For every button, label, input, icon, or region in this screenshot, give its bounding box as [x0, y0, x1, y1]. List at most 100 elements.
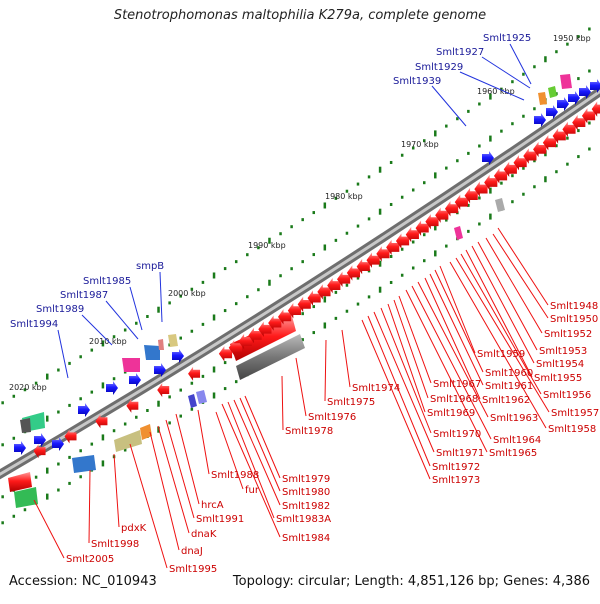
genome-summary-text: Topology: circular; Length: 4,851,126 bp…	[232, 574, 590, 589]
gene-label-inner[interactable]: Smlt1950	[550, 314, 598, 325]
gene-label-inner[interactable]: Smlt1978	[285, 426, 333, 437]
pseudo-gene[interactable]	[20, 418, 31, 433]
scale-tick	[389, 280, 393, 284]
gene-label-inner[interactable]: Smlt1979	[282, 474, 330, 485]
gene-label-outer[interactable]: smpB	[136, 261, 164, 272]
misc-feature[interactable]	[188, 394, 197, 408]
scale-tick	[79, 449, 82, 453]
misc-feature[interactable]	[560, 74, 572, 89]
misc-feature[interactable]	[140, 424, 152, 440]
gene-label-inner[interactable]: Smlt1953	[539, 346, 587, 357]
scale-tick	[345, 189, 349, 193]
label-leader	[281, 375, 284, 431]
scale-tick	[179, 414, 182, 418]
forward-gene	[534, 113, 546, 127]
gene-label-inner[interactable]: Smlt1974	[352, 383, 400, 394]
scale-tick	[157, 400, 160, 407]
misc-feature[interactable]	[144, 345, 160, 360]
gene-label-inner[interactable]: Smlt1960	[485, 368, 533, 379]
gene-label-inner[interactable]: Smlt1971	[436, 448, 484, 459]
scale-tick	[57, 410, 60, 414]
scale-tick	[223, 309, 227, 313]
gene-label-inner[interactable]: dnaJ	[181, 546, 203, 557]
gene-label-inner[interactable]: Smlt1983A	[276, 514, 331, 525]
reverse-gene	[591, 101, 600, 117]
misc-feature[interactable]	[72, 455, 96, 473]
gene-label-inner[interactable]: Smlt1959	[477, 349, 525, 360]
label-leader	[429, 273, 484, 386]
gene-label-inner[interactable]: Smlt2005	[66, 554, 114, 565]
gene-label-inner[interactable]: Smlt1973	[432, 475, 480, 486]
gene-label-inner[interactable]: Smlt1988	[211, 470, 259, 481]
reverse-gene	[356, 258, 370, 275]
misc-feature[interactable]	[495, 198, 505, 212]
gene-label-inner[interactable]: Smlt1998	[91, 539, 139, 550]
pseudo-gene[interactable]	[236, 334, 305, 380]
gene-label-inner[interactable]: dnaK	[191, 529, 217, 540]
gene-label-inner[interactable]: Smlt1954	[536, 359, 584, 370]
gene-label-inner[interactable]: Smlt1965	[489, 448, 537, 459]
misc-feature[interactable]	[548, 86, 557, 98]
label-leader	[481, 56, 531, 89]
gene-label-inner[interactable]: Smlt1991	[196, 514, 244, 525]
scale-tick	[334, 196, 338, 200]
gene-label-inner[interactable]: Smlt1995	[169, 564, 217, 575]
gene-label-inner[interactable]: Smlt1969	[427, 408, 475, 419]
gene-label-inner[interactable]: fur	[245, 485, 260, 496]
misc-feature[interactable]	[168, 334, 178, 347]
gene-label-inner[interactable]: Smlt1968	[430, 394, 478, 405]
gene-label-inner[interactable]: Smlt1962	[482, 395, 530, 406]
scale-tick	[334, 238, 338, 242]
gene-label-inner[interactable]: Smlt1958	[548, 424, 596, 435]
gene-label-inner[interactable]: Smlt1980	[282, 487, 330, 498]
gene-label-inner[interactable]: Smlt1984	[282, 533, 330, 544]
label-leader	[341, 329, 351, 388]
misc-feature[interactable]	[114, 430, 142, 452]
reverse-gene	[95, 414, 108, 429]
misc-feature[interactable]	[454, 226, 463, 240]
misc-feature[interactable]	[158, 339, 164, 350]
misc-feature[interactable]	[122, 358, 140, 372]
label-leader	[465, 249, 533, 378]
gene-label-inner[interactable]: Smlt1972	[432, 462, 480, 473]
gene-label-inner[interactable]: Smlt1970	[433, 429, 481, 440]
label-leader	[88, 469, 91, 544]
gene-label-inner[interactable]: Smlt1976	[308, 412, 356, 423]
label-leader	[149, 431, 180, 551]
gene-label-inner[interactable]: Smlt1963	[490, 413, 538, 424]
gene-label-inner[interactable]: Smlt1961	[485, 381, 533, 392]
gene-label-outer[interactable]: Smlt1989	[36, 304, 84, 315]
gene-label-inner[interactable]: Smlt1948	[550, 301, 598, 312]
label-leader	[424, 277, 481, 400]
gene-label-inner[interactable]: Smlt1975	[327, 397, 375, 408]
scale-tick	[101, 434, 105, 441]
gene-label-inner[interactable]: Smlt1967	[433, 379, 481, 390]
gene-label-inner[interactable]: pdxK	[121, 523, 147, 534]
gene-label-outer[interactable]: Smlt1927	[436, 47, 484, 58]
reverse-gene[interactable]	[8, 472, 32, 492]
gene-label-inner[interactable]: hrcA	[201, 500, 224, 511]
gene-label-outer[interactable]: Smlt1994	[10, 319, 58, 330]
scale-tick	[323, 202, 327, 209]
gene-label-outer[interactable]: Smlt1987	[60, 290, 108, 301]
scale-tick	[555, 50, 558, 54]
misc-feature[interactable]	[196, 390, 207, 404]
scale-tick	[389, 254, 393, 258]
gene-label-inner[interactable]: Smlt1952	[544, 329, 592, 340]
rna-feature[interactable]	[14, 487, 38, 508]
gene-label-inner[interactable]: Smlt1956	[543, 390, 591, 401]
gene-label-inner[interactable]: Smlt1982	[282, 501, 330, 512]
forward-gene	[172, 349, 184, 363]
label-leader	[509, 43, 532, 85]
gene-label-outer[interactable]: Smlt1925	[483, 33, 531, 44]
gene-label-outer[interactable]: Smlt1985	[83, 276, 131, 287]
gene-label-inner[interactable]: Smlt1957	[551, 408, 599, 419]
misc-feature[interactable]	[538, 92, 547, 105]
scale-tick	[301, 260, 304, 264]
gene-label-outer[interactable]: Smlt1929	[415, 62, 463, 73]
gene-label-inner[interactable]: Smlt1955	[534, 373, 582, 384]
scale-tick	[246, 253, 249, 257]
gene-label-outer[interactable]: Smlt1939	[393, 76, 441, 87]
gene-label-inner[interactable]: Smlt1964	[493, 435, 541, 446]
map-title: Stenotrophomonas maltophilia K279a, comp…	[113, 8, 487, 23]
